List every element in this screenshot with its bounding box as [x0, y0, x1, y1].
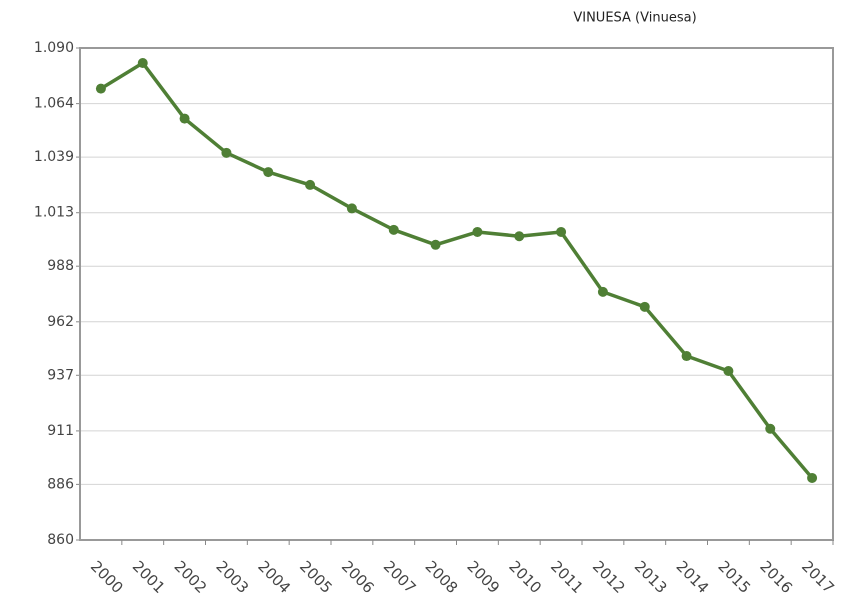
y-tick-label: 988 [47, 258, 74, 274]
x-tick-label: 2012 [589, 557, 629, 597]
point [305, 179, 316, 190]
x-tick-label: 2017 [798, 557, 838, 597]
y-tick-label: 1.064 [34, 96, 74, 112]
y-tick-label: 886 [47, 476, 74, 492]
point [597, 286, 608, 297]
y-tick-label: 1.039 [34, 149, 74, 165]
point [472, 226, 483, 237]
plot-frame [79, 47, 834, 541]
y-tick-label: 911 [47, 423, 74, 439]
point [430, 239, 441, 250]
x-tick-label: 2004 [254, 557, 294, 597]
chart-title: VINUESA (Vinuesa) [573, 11, 696, 26]
x-tick-label: 2009 [463, 557, 503, 597]
y-tick-label: 1.090 [34, 40, 74, 56]
y-tick-label: 962 [47, 314, 74, 330]
point [723, 366, 734, 377]
x-tick-label: 2001 [129, 557, 169, 597]
x-tick-label: 2011 [547, 557, 587, 597]
y-tick-label: 860 [47, 532, 74, 548]
point [221, 147, 232, 158]
x-tick-label: 2013 [631, 557, 671, 597]
x-tick-label: 2016 [756, 557, 796, 597]
x-tick-label: 2003 [212, 557, 252, 597]
x-tick-label: 2000 [87, 557, 127, 597]
x-tick-label: 2005 [296, 557, 336, 597]
x-tick-label: 2010 [505, 557, 545, 597]
point [765, 423, 776, 434]
line [100, 61, 814, 480]
x-tick-label: 2014 [673, 557, 713, 597]
point [346, 203, 357, 214]
y-tick-label: 937 [47, 367, 74, 383]
point [263, 167, 274, 178]
point [556, 226, 567, 237]
y-tick-label: 1.013 [34, 205, 74, 221]
point [137, 57, 148, 68]
point [388, 224, 399, 235]
point [95, 83, 106, 94]
point [807, 472, 818, 483]
x-tick-label: 2002 [171, 557, 211, 597]
point [514, 231, 525, 242]
x-tick-label: 2015 [714, 557, 754, 597]
point [179, 113, 190, 124]
point [639, 301, 650, 312]
x-tick-label: 2008 [422, 557, 462, 597]
point [681, 351, 692, 362]
x-tick-label: 2006 [338, 557, 378, 597]
x-tick-label: 2007 [380, 557, 420, 597]
